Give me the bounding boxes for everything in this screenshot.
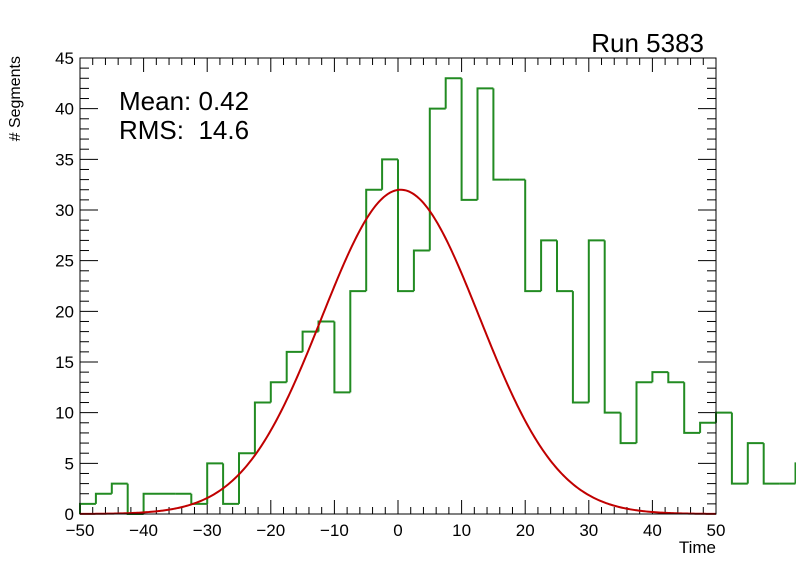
histogram-bin	[253, 401, 271, 454]
y-tick-label: 20	[55, 302, 74, 321]
histogram-bin	[683, 382, 701, 434]
histogram-bin	[285, 350, 303, 383]
y-tick-label: 35	[55, 150, 74, 169]
histogram-bin	[269, 381, 287, 403]
histogram-bin	[222, 463, 239, 505]
histogram-bin	[397, 159, 414, 293]
histogram-bin	[460, 78, 478, 201]
histogram-bin	[556, 240, 573, 293]
histogram-bin	[238, 452, 255, 504]
stats-mean: Mean: 0.42	[119, 86, 249, 116]
chart-title: Run 5383	[591, 28, 704, 58]
x-axis-ticks: −50 −40 −30 −20 −10 0 10 20 30 40 50	[66, 521, 726, 540]
histogram-bin	[142, 492, 160, 514]
x-tick-label: 50	[707, 521, 726, 540]
histogram-bin	[349, 290, 367, 393]
x-tick-label: −20	[256, 521, 285, 540]
histogram-bin	[126, 483, 144, 515]
histogram-bin	[587, 239, 605, 403]
x-tick-label: −40	[129, 521, 158, 540]
histogram-bin	[603, 240, 621, 414]
x-tick-label: −50	[66, 521, 95, 540]
histogram-bin	[746, 442, 764, 484]
histogram-bin	[79, 502, 96, 514]
x-tick-label: −30	[193, 521, 222, 540]
x-tick-label: −10	[320, 521, 349, 540]
histogram-bin	[333, 321, 351, 394]
histogram-bin	[381, 158, 398, 190]
histogram-bin	[301, 330, 319, 352]
histogram-bin	[540, 239, 557, 292]
histogram-bin	[94, 492, 112, 504]
histogram-bin	[476, 87, 494, 200]
histogram-bin	[619, 412, 637, 445]
histogram-bin	[571, 291, 589, 404]
x-tick-label: 20	[516, 521, 535, 540]
histogram-bin	[317, 320, 335, 332]
histogram-bin	[667, 372, 685, 384]
y-axis-ticks: 0 5 10 15 20 25 30 35 40 45	[55, 49, 74, 524]
y-tick-label: 40	[55, 100, 74, 119]
histogram-bin	[412, 249, 430, 292]
y-tick-label: 30	[55, 201, 74, 220]
histogram-bin	[428, 107, 446, 251]
x-axis-label: Time	[679, 538, 716, 557]
y-tick-label: 0	[65, 505, 74, 524]
histogram-bin	[730, 412, 748, 485]
histogram-bin	[524, 179, 542, 293]
histogram-bin	[651, 371, 669, 383]
histogram-bin	[110, 482, 128, 494]
x-tick-label: 30	[579, 521, 598, 540]
histogram-bin	[206, 462, 224, 504]
histogram-bin	[635, 381, 653, 444]
x-tick-label: 40	[643, 521, 662, 540]
x-tick-label: 0	[393, 521, 402, 540]
histogram-bin	[699, 421, 716, 433]
histogram-bin	[444, 77, 462, 109]
x-tick-label: 10	[452, 521, 471, 540]
plot-frame	[79, 57, 717, 515]
gaussian-fit-curve	[79, 188, 717, 515]
histogram-bin	[715, 411, 732, 423]
y-tick-label: 5	[65, 454, 74, 473]
stats-rms: RMS: 14.6	[119, 115, 249, 145]
histogram-bin	[762, 443, 780, 485]
y-tick-label: 25	[55, 252, 74, 271]
y-axis-label: # Segments	[7, 56, 24, 141]
y-tick-label: 10	[55, 404, 74, 423]
histogram-bin	[492, 88, 510, 181]
y-tick-label: 15	[55, 353, 74, 372]
y-tick-label: 45	[55, 49, 74, 68]
histogram-bin	[365, 188, 383, 292]
